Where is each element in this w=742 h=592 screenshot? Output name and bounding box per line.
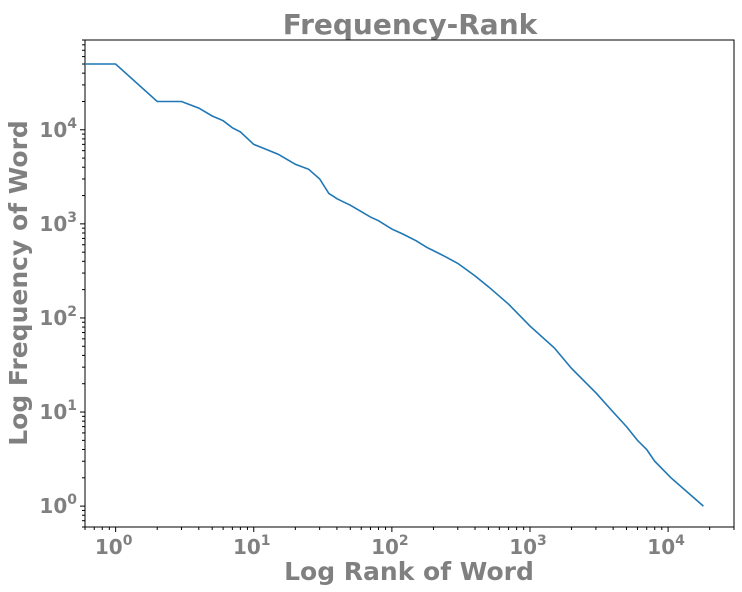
y-axis: 100 101 102 103 104 [39, 39, 85, 528]
y-tick-label: 101 [39, 398, 77, 424]
x-tick-label: 102 [371, 533, 409, 559]
series-line [85, 63, 704, 507]
y-tick-label: 103 [39, 210, 77, 236]
x-axis: 100 101 102 103 104 [84, 527, 735, 559]
y-tick-label: 100 [39, 492, 77, 518]
x-axis-label: Log Rank of Word [284, 557, 534, 586]
y-tick-label: 102 [39, 304, 77, 330]
x-tick-label: 104 [647, 533, 685, 559]
x-tick-label: 103 [509, 533, 547, 559]
plot-area [84, 39, 735, 528]
y-tick-label: 104 [39, 116, 77, 142]
x-tick-label: 101 [233, 533, 271, 559]
chart-title: Frequency-Rank [283, 8, 539, 41]
x-tick-label: 100 [95, 533, 133, 559]
y-axis-label: Log Frequency of Word [4, 120, 33, 446]
